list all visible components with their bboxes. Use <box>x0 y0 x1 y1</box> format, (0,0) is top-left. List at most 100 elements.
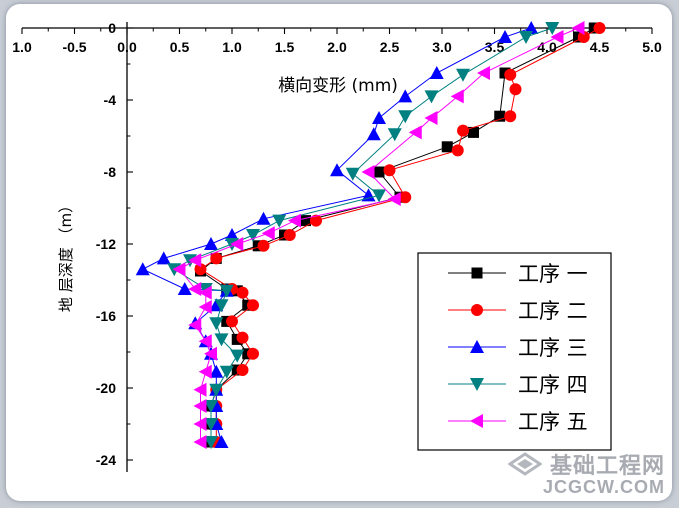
y-axis-title: 地 层深度 （m） <box>57 198 75 312</box>
data-point <box>509 83 522 96</box>
data-point <box>209 317 224 331</box>
y-tick-label: -12 <box>96 236 116 252</box>
data-point <box>283 229 296 241</box>
data-point <box>256 211 271 225</box>
data-point <box>214 299 229 313</box>
data-point <box>204 436 218 449</box>
legend-marker <box>471 267 483 279</box>
x-tick-label: 1.0 <box>222 39 242 55</box>
data-point <box>194 263 207 276</box>
data-point <box>361 165 375 179</box>
data-point <box>261 226 275 241</box>
x-tick-label: 0.5 <box>170 39 190 55</box>
data-point <box>373 166 385 178</box>
legend-marker <box>470 340 484 353</box>
data-point <box>226 315 238 328</box>
data-point <box>188 318 202 332</box>
data-point <box>209 383 224 397</box>
data-point <box>577 31 590 43</box>
x-tick-label: 2.0 <box>327 39 347 55</box>
data-point <box>310 214 322 227</box>
legend-label: 工序 四 <box>518 373 588 397</box>
data-point <box>424 111 438 125</box>
legend-label: 工序 一 <box>518 262 588 286</box>
data-point <box>457 124 469 137</box>
data-point <box>214 333 229 347</box>
data-point <box>214 435 229 448</box>
data-point <box>225 228 239 241</box>
data-point <box>345 167 360 181</box>
watermark-text-cn: 基础工程网 <box>549 453 665 478</box>
x-tick-label: 4.0 <box>537 39 557 55</box>
data-point <box>177 282 192 295</box>
legend-label: 工序 三 <box>518 336 588 360</box>
data-point <box>198 364 212 379</box>
legend: 工序 一工序 二工序 三工序 四工序 五 <box>417 252 612 451</box>
data-point <box>451 144 464 157</box>
x-tick-label: 2.5 <box>380 39 400 55</box>
data-point <box>383 164 396 177</box>
data-point <box>288 213 301 228</box>
data-point <box>219 365 234 379</box>
data-point <box>300 215 311 227</box>
data-point <box>387 128 402 142</box>
y-tick-label: -24 <box>96 452 116 468</box>
legend-box <box>417 252 612 451</box>
data-point <box>330 163 344 177</box>
data-point <box>193 382 207 397</box>
data-point <box>441 141 453 153</box>
data-point <box>456 68 470 82</box>
data-point <box>372 111 386 124</box>
x-tick-label: 1.5 <box>275 39 295 55</box>
data-point <box>372 189 386 203</box>
y-tick-label: -4 <box>104 92 117 108</box>
data-point <box>468 126 479 138</box>
data-point <box>399 191 412 204</box>
legend-label: 工序 五 <box>518 410 588 434</box>
data-point <box>429 66 444 79</box>
data-point <box>219 284 234 298</box>
data-point <box>209 364 224 378</box>
data-point <box>571 21 585 35</box>
data-point <box>272 214 287 228</box>
data-point <box>135 262 150 276</box>
data-point <box>188 253 202 268</box>
data-point <box>198 285 212 300</box>
data-point <box>494 110 506 122</box>
data-point <box>193 417 207 431</box>
data-point <box>361 188 376 202</box>
watermark-logo-icon <box>507 452 542 476</box>
data-point <box>172 262 186 277</box>
data-point <box>593 22 606 34</box>
series-5 <box>172 21 585 449</box>
legend-label: 工序 二 <box>518 299 588 323</box>
data-point <box>545 22 560 35</box>
x-axis-title: 横向变形 (mm) <box>278 76 398 96</box>
data-point <box>204 400 218 413</box>
data-point <box>236 364 249 376</box>
data-point <box>387 192 401 206</box>
data-point <box>198 300 212 314</box>
data-point <box>504 110 517 123</box>
x-tick-label: 3.0 <box>432 39 452 55</box>
data-point <box>193 399 207 413</box>
data-point <box>246 229 260 242</box>
data-point <box>198 334 212 349</box>
data-point <box>247 347 259 360</box>
x-tick-label: 4.5 <box>590 39 610 55</box>
watermark-text-en: JCGCW.COM <box>542 477 665 497</box>
data-point <box>204 346 217 361</box>
data-point <box>524 21 539 34</box>
data-point <box>450 89 464 104</box>
data-point <box>230 349 245 363</box>
y-tick-label: 0 <box>108 20 116 36</box>
data-point <box>193 435 207 449</box>
data-point <box>236 331 249 344</box>
data-point <box>408 125 422 140</box>
data-point <box>504 68 517 81</box>
data-point <box>230 237 244 251</box>
legend-marker <box>470 378 484 391</box>
data-point <box>156 251 171 265</box>
data-point <box>188 282 202 296</box>
